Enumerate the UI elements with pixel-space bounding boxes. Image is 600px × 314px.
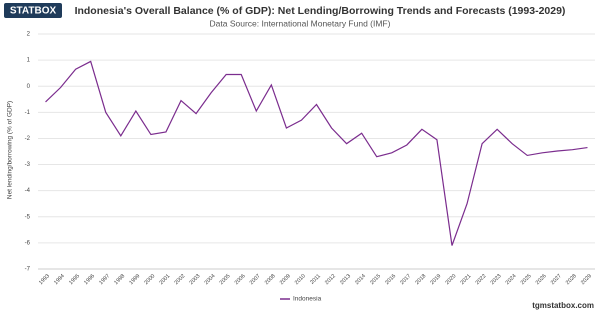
y-tick-label: -1: [25, 110, 31, 116]
x-tick-label: 2016: [384, 273, 397, 286]
x-tick-label: 2000: [143, 273, 156, 286]
y-axis-label: Net lending/borrowing (% of GDP): [7, 101, 14, 199]
x-tick-label: 2014: [354, 273, 367, 286]
x-tick-label: 2009: [279, 273, 292, 286]
x-tick-label: 2026: [535, 273, 548, 286]
x-tick-label: 2025: [520, 273, 533, 286]
x-tick-label: 2022: [475, 273, 488, 286]
x-tick-label: 2004: [204, 273, 217, 286]
x-tick-label: 2012: [324, 273, 337, 286]
footer: tgmstatbox.com: [532, 301, 594, 310]
chart-title: Indonesia's Overall Balance (% of GDP): …: [75, 5, 566, 17]
x-tick-label: 2021: [460, 273, 473, 286]
chart-subtitle: Data Source: International Monetary Fund…: [210, 18, 391, 28]
x-tick-label: 2003: [189, 273, 202, 286]
x-tick-label: 2019: [429, 273, 442, 286]
x-tick-label: 1997: [98, 273, 111, 286]
y-tick-label: 0: [27, 84, 31, 90]
x-tick-label: 2017: [399, 273, 412, 286]
y-tick-label: -7: [25, 267, 31, 273]
line-series: [45, 60, 588, 246]
y-tick-label: -3: [25, 162, 31, 168]
logo-box: [4, 3, 62, 18]
y-tick-label: 2: [27, 32, 31, 38]
x-tick-label: 1993: [38, 273, 51, 286]
x-tick-label: 2010: [294, 273, 307, 286]
x-tick-label: 2018: [414, 273, 427, 286]
x-tick-label: 2013: [339, 273, 352, 286]
x-tick-label: 2008: [264, 273, 277, 286]
y-tick-label: -5: [25, 214, 31, 220]
x-tick-label: 2001: [158, 273, 171, 286]
x-tick-label: 2015: [369, 273, 382, 286]
x-tick-label: 2011: [309, 273, 322, 286]
logo: STATBOX: [10, 6, 57, 17]
x-tick-label: 1999: [128, 273, 141, 286]
x-tick-label: 2020: [445, 273, 458, 286]
y-tick-label: -6: [25, 240, 31, 246]
y-tick-label: -2: [25, 136, 31, 142]
legend-label: Indonesia: [293, 296, 322, 303]
x-tick-label: 1994: [53, 273, 66, 286]
x-tick-label: 2005: [219, 273, 232, 286]
x-tick-label: 2023: [490, 273, 503, 286]
x-tick-label: 2029: [580, 273, 593, 286]
y-tick-label: -4: [25, 188, 31, 194]
x-tick-label: 2028: [565, 273, 578, 286]
x-tick-label: 1996: [83, 273, 96, 286]
x-tick-label: 1995: [68, 273, 81, 286]
x-tick-label: 2002: [174, 273, 187, 286]
x-tick-label: 2007: [249, 273, 262, 286]
y-tick-label: 1: [27, 58, 31, 64]
x-tick-label: 1998: [113, 273, 126, 286]
x-tick-label: 2027: [550, 273, 563, 286]
x-tick-label: 2006: [234, 273, 247, 286]
x-tick-label: 2024: [505, 273, 518, 286]
